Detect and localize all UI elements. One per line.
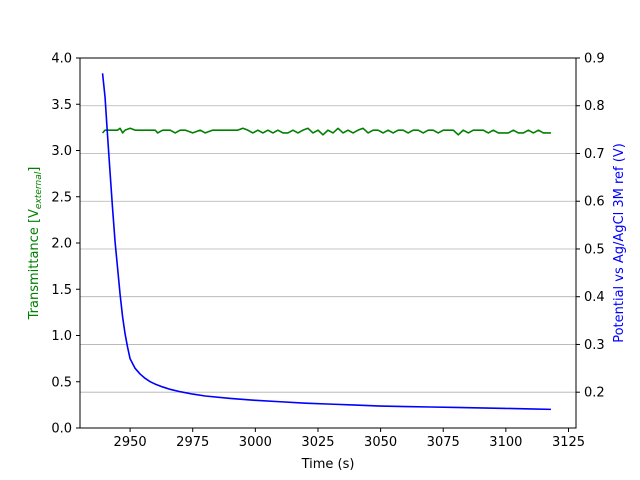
x-axis: 2950 2975 3000 3025 3050 3075 3100 3125 <box>114 428 585 450</box>
potential-line <box>101 73 551 411</box>
y-axis-left-label-main: Transmittance [V <box>27 209 42 320</box>
y-left-tick-label: 1.5 <box>51 283 72 298</box>
y-left-tick-label: 4.0 <box>51 52 72 67</box>
y-right-tick-label: 0.4 <box>584 290 605 305</box>
y-left-tick-label: 2.0 <box>51 237 72 252</box>
y-right-tick-label: 0.6 <box>584 195 605 210</box>
y-axis-right: 0.2 0.3 0.4 0.5 0.6 0.7 0.8 0.9 <box>576 52 605 401</box>
y-left-tick-label: 0.0 <box>51 422 72 437</box>
y-right-tick-label: 0.8 <box>584 99 605 114</box>
y-left-tick-label: 1.0 <box>51 329 72 344</box>
y-axis-left-label-sub: external <box>34 171 44 209</box>
y-axis-right-label: Potential vs Ag/AgCl 3M ref (V) <box>612 143 627 343</box>
transmittance-line <box>101 127 551 136</box>
y-axis-left: 0.0 0.5 1.0 1.5 2.0 2.5 3.0 3.5 4.0 <box>51 52 80 437</box>
x-tick-label: 3025 <box>301 435 334 450</box>
x-tick-label: 3075 <box>427 435 460 450</box>
series-layer <box>101 73 551 411</box>
y-right-tick-label: 0.3 <box>584 338 605 353</box>
y-right-tick-label: 0.7 <box>584 147 605 162</box>
y-right-tick-label: 0.9 <box>584 52 605 67</box>
x-axis-label: Time (s) <box>301 457 355 472</box>
y-left-tick-label: 3.5 <box>51 98 72 113</box>
y-right-tick-label: 0.5 <box>584 242 605 257</box>
y-left-tick-label: 0.5 <box>51 375 72 390</box>
y-right-tick-label: 0.2 <box>584 386 605 401</box>
x-tick-label: 2975 <box>176 435 209 450</box>
y-axis-left-label: Transmittance [Vexternal] <box>27 167 44 321</box>
plot-frame <box>79 57 577 429</box>
grid-lines <box>80 105 576 393</box>
x-tick-label: 3050 <box>364 435 397 450</box>
x-tick-label: 2950 <box>114 435 147 450</box>
y-left-tick-label: 2.5 <box>51 190 72 205</box>
y-left-tick-label: 3.0 <box>51 144 72 159</box>
x-tick-label: 3100 <box>489 435 522 450</box>
y-axis-left-label-close: ] <box>27 167 42 172</box>
x-tick-label: 3000 <box>239 435 272 450</box>
x-tick-label: 3125 <box>552 435 585 450</box>
